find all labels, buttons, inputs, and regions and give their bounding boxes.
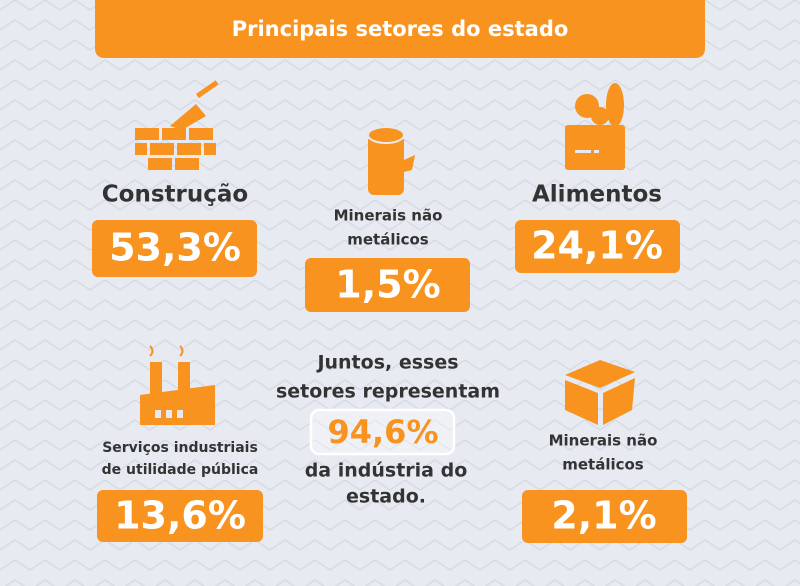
title: Principais setores do estado <box>232 17 569 41</box>
value-box <box>522 490 687 543</box>
sector-label: Minerais não <box>334 207 443 225</box>
value-box <box>305 258 470 312</box>
icon-log <box>367 126 415 195</box>
sector-value: 2,1% <box>551 494 656 538</box>
summary-text: estado. <box>346 486 426 508</box>
sector-value: 53,3% <box>109 226 241 270</box>
icon-bricks <box>135 80 219 170</box>
sector-label: de utilidade pública <box>102 462 259 478</box>
icon-box <box>565 360 635 425</box>
sector-value: 1,5% <box>335 263 440 307</box>
sector-value: 24,1% <box>531 224 663 268</box>
icon-factory <box>140 345 215 425</box>
sector-label: Serviços industriais <box>102 440 258 456</box>
title-bar <box>95 0 705 58</box>
summary-text: setores representam <box>276 381 500 403</box>
sector-label: metálicos <box>562 456 644 474</box>
value-box <box>92 220 257 277</box>
sector-label: Minerais não <box>549 432 658 450</box>
sector-label: Construção <box>102 182 248 208</box>
sector-label: Alimentos <box>532 182 662 208</box>
summary-text: Juntos, esses <box>315 352 458 374</box>
sector-label: metálicos <box>347 231 429 249</box>
icon-grocery <box>565 83 625 170</box>
summary-text: da indústria do <box>305 460 468 482</box>
highlight-box <box>309 408 456 456</box>
summary-highlight: 94,6% <box>327 413 438 451</box>
sector-value: 13,6% <box>114 494 246 538</box>
value-box <box>515 220 680 273</box>
value-box <box>97 490 263 542</box>
